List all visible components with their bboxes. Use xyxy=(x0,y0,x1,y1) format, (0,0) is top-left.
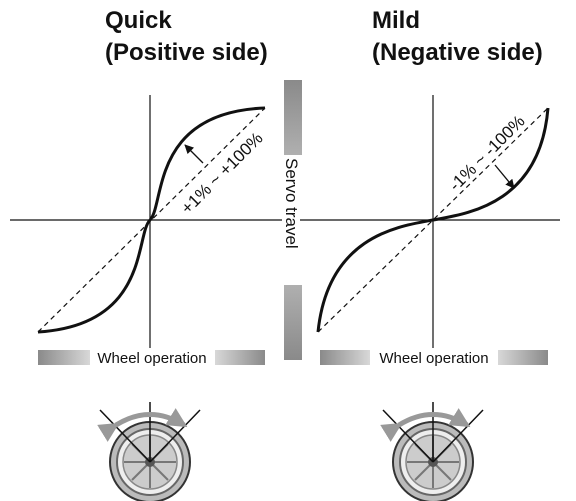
panel-title: Mild xyxy=(372,7,420,34)
panel-subtitle: (Positive side) xyxy=(105,39,268,66)
axis-label: Wheel operation xyxy=(97,350,206,367)
range-label: -1% ~ -100% xyxy=(445,112,528,195)
mild-panel: Mild (Negative side) -1% ~ -100% Wheel o… xyxy=(300,7,560,501)
axis-label: Wheel operation xyxy=(379,350,488,367)
range-label: +1% ~ +100% xyxy=(177,129,266,218)
servo-travel-label: Servo travel xyxy=(282,158,301,249)
panel-subtitle: (Negative side) xyxy=(372,39,543,66)
quick-panel: Quick (Positive side) +1% ~ +100% Wheel … xyxy=(10,7,285,501)
panel-title: Quick xyxy=(105,7,172,34)
